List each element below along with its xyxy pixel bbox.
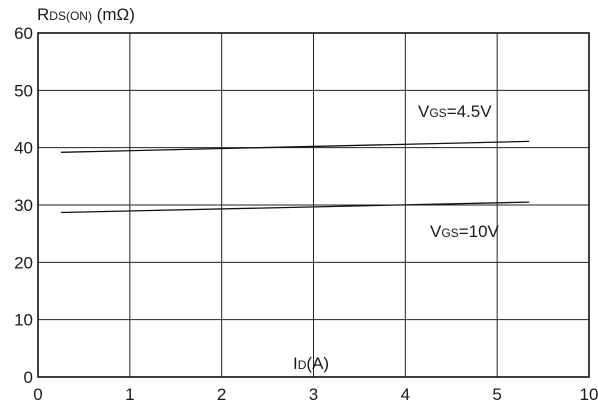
series-line: [60, 140, 530, 153]
series-label-vgs-10v: VGS=10V: [430, 222, 500, 241]
y-tick-label: 20: [14, 253, 33, 272]
x-tick-label: 2: [217, 385, 226, 404]
series-line: [60, 201, 530, 214]
y-tick-label: 50: [14, 81, 33, 100]
series-label-vgs-4.5v: VGS=4.5V: [418, 102, 492, 121]
y-tick-label: 10: [14, 311, 33, 330]
x-tick-label: 4: [401, 385, 410, 404]
x-axis-label: ID(A): [293, 354, 329, 373]
x-tick-label: 0: [33, 385, 42, 404]
y-tick-label: 30: [14, 196, 33, 215]
x-tick-label: 1: [125, 385, 134, 404]
x-tick-label: 5: [492, 385, 501, 404]
y-tick-label: 60: [14, 24, 33, 43]
y-axis-label: RDS(ON) (mΩ): [37, 5, 135, 24]
x-tick-label: 3: [309, 385, 318, 404]
series-lines: [60, 140, 530, 214]
plot-frame: [37, 32, 590, 378]
x-tick-label: 10: [580, 385, 598, 404]
tick-labels: 0 1 2 3 4 5 10 0 10 20 30 40 50 60: [14, 24, 598, 404]
grid: [37, 32, 590, 378]
y-tick-label: 0: [24, 368, 33, 387]
y-tick-label: 40: [14, 139, 33, 158]
